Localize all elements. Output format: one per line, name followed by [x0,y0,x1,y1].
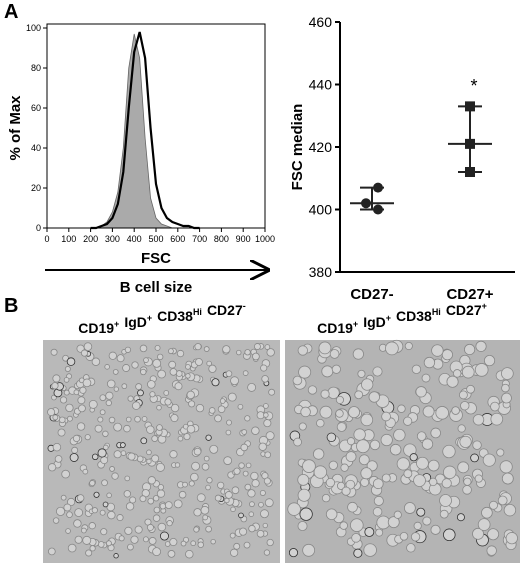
caption-sup: - [243,301,246,311]
caption-text: CD27 [446,302,482,318]
line [90,31,200,230]
annotation: * [470,76,477,96]
caption-sup: + [353,319,358,329]
y-tick-label: 380 [309,264,333,280]
y-tick-label: 20 [31,183,41,193]
panel-label: A [4,1,18,23]
x-tick-label: 400 [127,234,142,244]
x-tick-label: 800 [214,234,229,244]
caption-sup: + [114,319,119,329]
x-tick-label: 0 [44,234,49,244]
caption-sup: Hi [193,307,202,317]
caption-text: IgD [363,314,386,330]
y-tick-label: 440 [309,77,333,93]
point [465,138,475,149]
caption-sup: + [386,313,391,323]
y-tick-label: 80 [31,63,41,73]
point [465,167,475,177]
caption-text: CD19 [317,320,353,336]
x-axis-label: FSC [141,250,171,267]
point [373,204,383,215]
caption-text: IgD [124,314,147,330]
x-tick-label: CD27+ [446,286,493,303]
micrograph [285,339,520,563]
y-axis-label: % of Max [7,95,24,161]
caption-text: CD38 [396,308,432,324]
image-caption: CD19+ IgD+ CD38Hi CD27- [78,301,245,336]
y-tick-label: 400 [309,202,333,218]
y-tick-label: 0 [36,223,41,233]
x-tick-label: 100 [61,234,76,244]
x-tick-label: 700 [192,234,207,244]
y-tick-label: 60 [31,103,41,113]
annotation: B cell size [120,279,193,296]
caption-sup: + [147,313,152,323]
x-tick-label: 300 [105,234,120,244]
caption-text: CD27 [207,302,243,318]
micrograph [43,340,280,563]
panel-label: B [4,295,18,317]
point [465,101,475,112]
point [373,182,383,193]
y-tick-label: 460 [309,14,333,30]
x-tick-label: 600 [170,234,185,244]
x-tick-label: 500 [148,234,163,244]
x-tick-label: 1000 [255,234,275,244]
plot-frame [46,23,266,229]
caption-text: CD38 [157,308,193,324]
point [361,198,371,209]
x-tick-label: 200 [83,234,98,244]
y-tick-label: 100 [26,23,41,33]
caption-sup: Hi [432,307,441,317]
image-caption: CD19+ IgD+ CD38Hi CD27+ [317,301,487,336]
x-tick-label: CD27- [350,286,393,303]
caption-sup: + [482,301,487,311]
x-tick-label: 900 [236,234,251,244]
y-axis-label: FSC median [289,104,306,191]
y-tick-label: 420 [309,139,333,155]
caption-text: CD19 [78,320,114,336]
y-tick-label: 40 [31,143,41,153]
